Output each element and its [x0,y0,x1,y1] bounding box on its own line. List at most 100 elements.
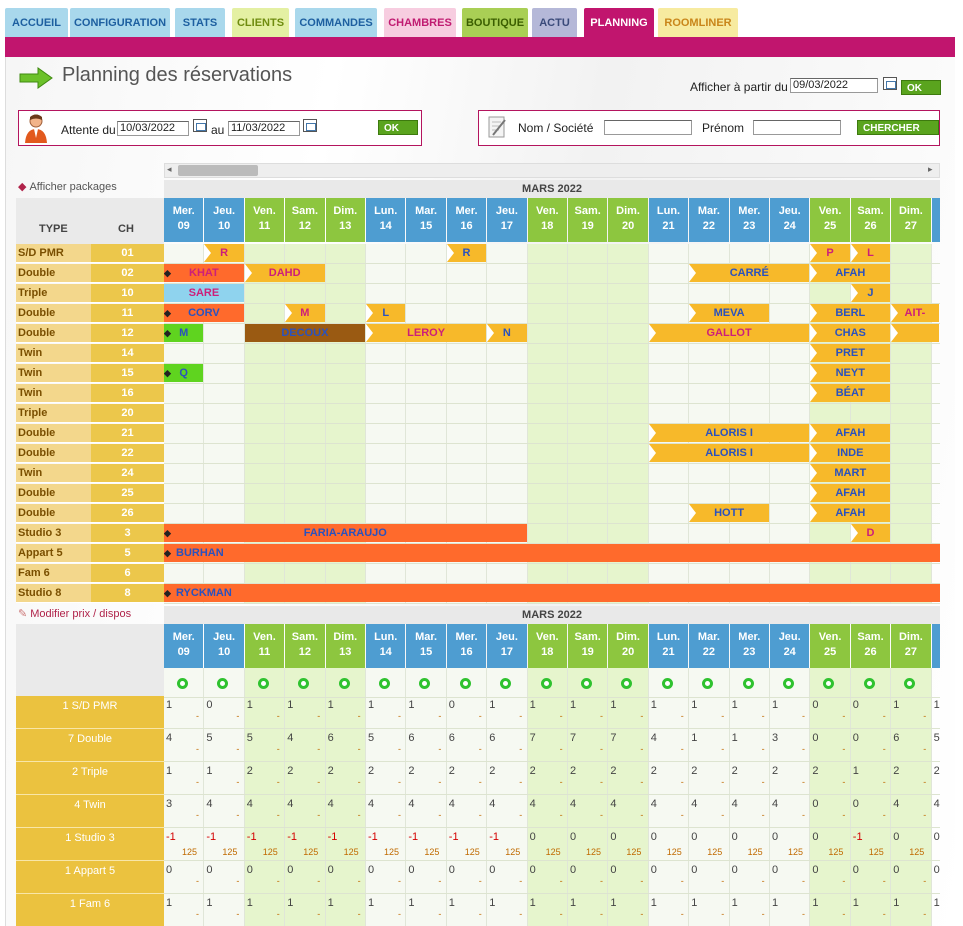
stock-price[interactable]: - [276,744,280,754]
stock-value[interactable]: 6 [489,732,496,744]
stock-price[interactable]: - [680,876,684,886]
stock-price[interactable]: 125 [586,847,602,857]
stock-price[interactable]: - [276,711,280,721]
stock-price[interactable]: 125 [424,847,440,857]
stock-value[interactable]: 1 [610,897,617,909]
room-number[interactable]: 6 [91,564,164,583]
stock-value[interactable]: 2 [812,765,819,777]
stock-value[interactable]: 1 [933,699,940,711]
stock-price[interactable]: - [317,744,321,754]
stock-value[interactable]: 4 [610,798,617,810]
stock-value[interactable]: 0 [852,864,859,876]
stock-value[interactable]: 1 [489,897,496,909]
stock-price[interactable]: - [478,810,482,820]
stock-price[interactable]: - [842,711,846,721]
stock-price[interactable]: - [721,711,725,721]
stock-price[interactable]: - [519,876,523,886]
stock-value[interactable]: 0 [489,864,496,876]
stock-value[interactable]: 5 [246,732,253,744]
stock-price[interactable]: 125 [343,847,359,857]
stock-price[interactable]: - [923,876,927,886]
stock-value[interactable]: 5 [206,732,213,744]
room-type[interactable]: Double [16,424,91,443]
stock-value[interactable]: 2 [691,765,698,777]
stock-day-header[interactable]: Ven. 18 [527,624,567,668]
stock-value[interactable]: 1 [327,897,334,909]
stock-price[interactable]: - [317,876,321,886]
stock-price[interactable]: - [478,876,482,886]
stock-price[interactable]: - [236,909,240,919]
stock-price[interactable]: 125 [828,847,844,857]
stock-price[interactable]: - [721,876,725,886]
top-day-header[interactable]: Dim. 13 [325,198,365,242]
top-day-header[interactable]: Mar. 22 [689,198,729,242]
stock-price[interactable]: - [357,711,361,721]
stock-price[interactable]: - [357,810,361,820]
stock-price[interactable]: - [438,810,442,820]
room-number[interactable]: 14 [91,344,164,363]
stock-day-header[interactable]: Dim. 20 [608,624,648,668]
room-type[interactable]: Twin [16,364,91,383]
booking-bar[interactable]: J [850,284,891,302]
stock-price[interactable]: - [519,909,523,919]
booking-bar[interactable]: ◆ FARIA-ARAUJO [164,524,527,542]
booking-bar[interactable]: PRET [810,344,891,362]
stock-value[interactable]: 1 [287,699,294,711]
booking-bar[interactable]: BÉAT [810,384,891,402]
stock-value[interactable]: 4 [166,732,173,744]
room-number[interactable]: 25 [91,484,164,503]
stock-value[interactable]: 1 [650,699,657,711]
stock-price[interactable]: 125 [666,847,682,857]
booking-bar[interactable]: AFAH [810,424,891,442]
stock-value[interactable]: 6 [893,732,900,744]
stock-price[interactable]: - [761,744,765,754]
room-type[interactable]: Twin [16,384,91,403]
stock-value[interactable]: 0 [448,699,455,711]
stock-price[interactable]: - [640,744,644,754]
stock-price[interactable]: - [680,909,684,919]
stock-day-header[interactable]: Lun. 14 [366,624,406,668]
stock-value[interactable]: 6 [448,732,455,744]
stock-price[interactable]: - [398,711,401,721]
stock-value[interactable]: 1 [893,699,900,711]
availability-dot-icon[interactable] [742,678,754,689]
stock-value[interactable]: 4 [650,798,657,810]
stock-value[interactable]: 0 [246,864,253,876]
stock-price[interactable]: - [196,909,199,919]
stock-price[interactable]: - [438,744,442,754]
room-number[interactable]: 8 [91,584,164,603]
stock-value[interactable]: 1 [610,699,617,711]
stock-value[interactable]: 2 [287,765,294,777]
stock-price[interactable]: - [600,876,603,886]
tab-planning[interactable]: PLANNING [584,8,654,37]
stock-price[interactable]: - [600,744,603,754]
stock-price[interactable]: - [357,744,361,754]
attente-to-input[interactable]: 11/03/2022 [228,121,300,136]
top-day-header[interactable]: Mer. 23 [729,198,769,242]
stock-price[interactable]: - [276,909,280,919]
availability-dot-icon[interactable] [621,678,633,689]
availability-dot-icon[interactable] [904,678,916,689]
stock-price[interactable]: - [600,777,603,787]
stock-value[interactable]: 4 [287,732,294,744]
stock-price[interactable]: - [761,810,765,820]
stock-day-header[interactable]: Ven. 25 [810,624,850,668]
stock-value[interactable]: 4 [570,798,577,810]
top-day-header[interactable]: Mer. 09 [164,198,204,242]
stock-price[interactable]: - [196,711,199,721]
stock-price[interactable]: - [478,909,482,919]
stock-value[interactable]: 0 [166,864,173,876]
stock-value[interactable]: 1 [570,897,577,909]
stock-price[interactable]: - [559,810,563,820]
stock-day-header[interactable]: Sam. 12 [285,624,325,668]
stock-price[interactable]: - [680,810,684,820]
top-day-header[interactable]: Mer. 16 [446,198,487,242]
stock-price[interactable]: - [802,909,805,919]
booking-bar[interactable]: ◆ Q [164,364,204,382]
stock-price[interactable]: - [478,711,482,721]
stock-price[interactable]: - [398,876,401,886]
stock-price[interactable]: - [559,744,563,754]
stock-value[interactable]: 0 [852,699,859,711]
tab-accueil[interactable]: ACCUEIL [5,8,68,37]
room-number[interactable]: 02 [91,264,164,283]
